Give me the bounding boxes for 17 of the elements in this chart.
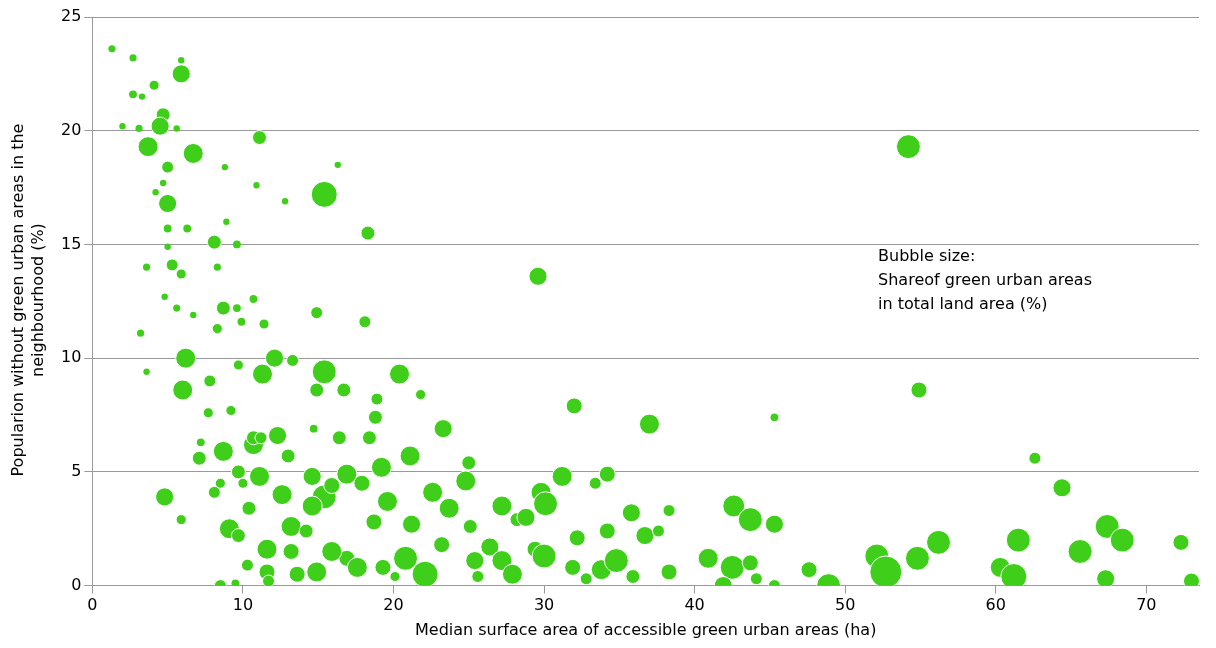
x-tick-label: 0 xyxy=(87,595,98,615)
x-tick-label: 60 xyxy=(985,595,1006,615)
y-axis-title: Popularion without green urban areas in the neighbourhood (%) xyxy=(8,122,48,479)
x-tick-label: 50 xyxy=(835,595,856,615)
y-tick-label: 15 xyxy=(61,233,82,253)
y-tick-label: 0 xyxy=(71,574,82,594)
x-tick-label: 70 xyxy=(1136,595,1157,615)
y-tick-label: 5 xyxy=(71,461,82,481)
annotation: Bubble size: Shareof green urban areas in total land area (%) xyxy=(878,246,1092,314)
x-tick-label: 40 xyxy=(684,595,705,615)
y-tick-label: 10 xyxy=(61,347,82,367)
x-tick-label: 20 xyxy=(383,595,404,615)
x-tick-label: 30 xyxy=(533,595,555,615)
x-tick-label: 10 xyxy=(232,595,254,615)
y-tick-label: 20 xyxy=(61,119,82,139)
y-tick-label: 25 xyxy=(61,6,82,26)
x-axis-title: Median surface area of accessible green urban areas (ha) xyxy=(414,619,877,639)
